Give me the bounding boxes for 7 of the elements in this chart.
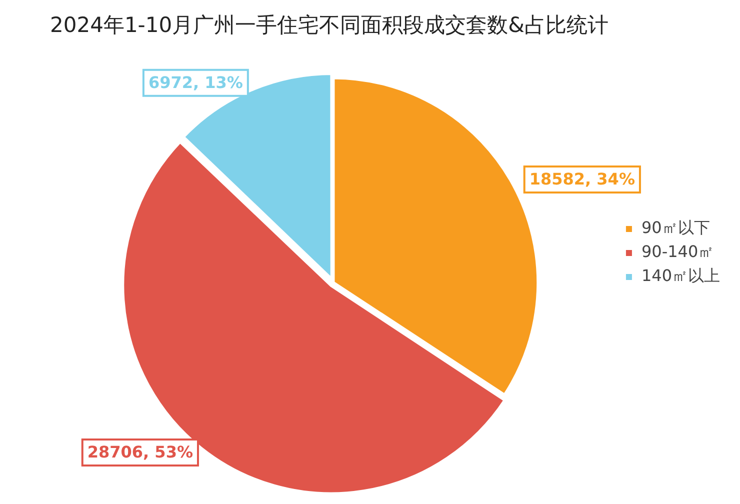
legend-label: 90-140㎡ (641, 242, 714, 262)
data-label: 6972, 13% (148, 73, 243, 92)
legend-label: 140㎡以上 (641, 266, 720, 286)
chart-title: 2024年1-10月广州一手住宅不同面积段成交套数&占比统计 (50, 13, 608, 38)
data-label: 28706, 53% (87, 442, 193, 462)
data-label: 18582, 34% (529, 170, 635, 189)
legend-label: 90㎡以下 (641, 218, 710, 238)
